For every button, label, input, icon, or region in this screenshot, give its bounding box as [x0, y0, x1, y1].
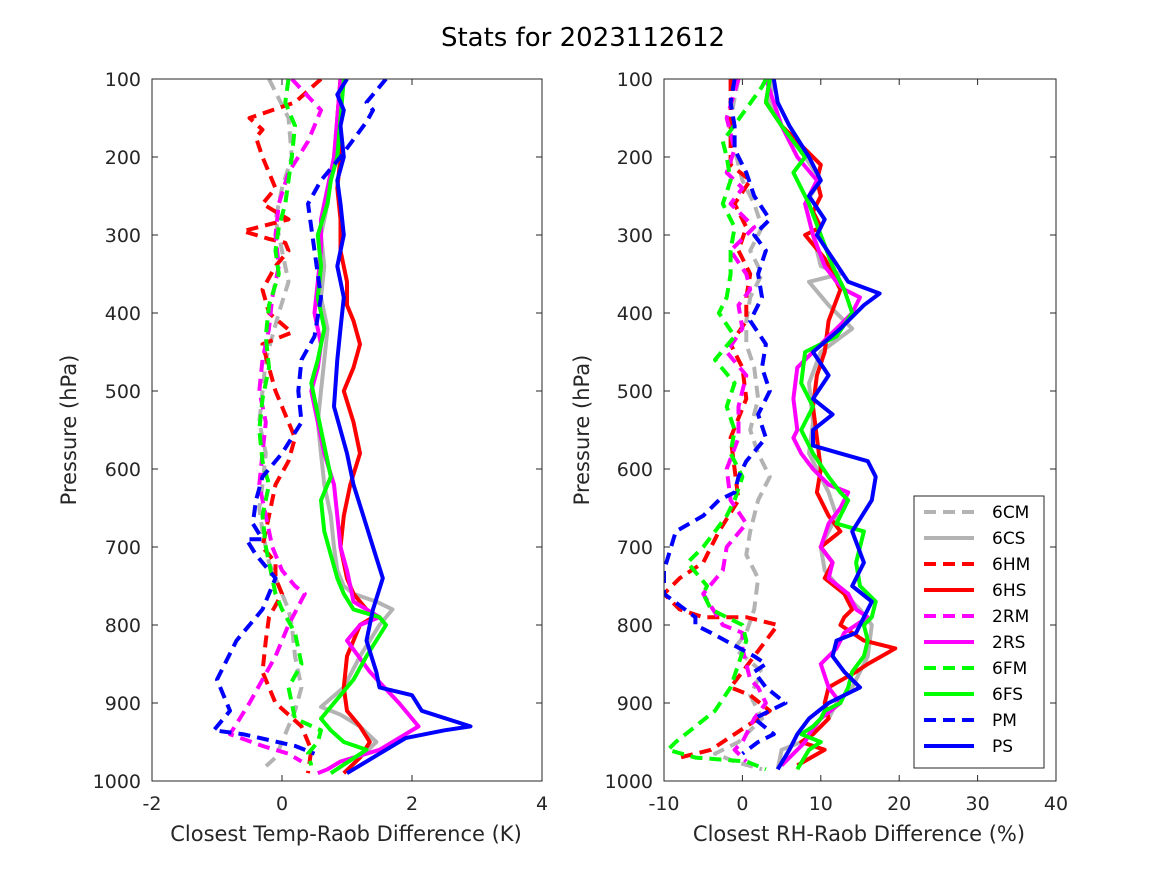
temperature-x-tick-label: -2: [143, 793, 162, 815]
temperature-x-tick-label: 0: [276, 793, 288, 815]
rh-y-tick-label: 200: [617, 147, 653, 169]
rh-axes-frame: [663, 78, 1057, 782]
temperature-y-tick-label: 600: [105, 459, 141, 481]
rh-x-tick-label: 40: [1044, 793, 1068, 815]
rh-panel: Closest RH-Raob Difference (%) Pressure …: [570, 69, 1068, 846]
rh-series-2rs: [764, 79, 870, 767]
rh-y-tick-label: 900: [617, 693, 653, 715]
legend-label-6cm: 6CM: [992, 503, 1029, 523]
rh-series-6fm: [665, 79, 768, 772]
rh-y-tick-label: 100: [617, 69, 653, 91]
temperature-y-tick-label: 100: [105, 69, 141, 91]
rh-y-tick-label: 300: [617, 225, 653, 247]
rh-x-tick-label: 30: [966, 793, 990, 815]
rh-series-pm: [664, 79, 788, 756]
temperature-axes-frame: [151, 78, 543, 782]
rh-series-ps: [771, 79, 882, 771]
rh-x-axis-label: Closest RH-Raob Difference (%): [693, 822, 1025, 846]
rh-x-tick-label: -10: [648, 793, 679, 815]
rh-y-tick-label: 1000: [605, 771, 653, 793]
temperature-series-6cm: [257, 79, 304, 771]
temperature-y-tick-label: 500: [105, 381, 141, 403]
temperature-x-axis-label: Closest Temp-Raob Difference (K): [170, 822, 522, 846]
rh-x-tick-label: 20: [887, 793, 911, 815]
temperature-y-tick-label: 200: [105, 147, 141, 169]
temperature-panel: Closest Temp-Raob Difference (K) Pressur…: [57, 69, 548, 846]
temperature-y-tick-label: 700: [105, 537, 141, 559]
legend-label-6hs: 6HS: [992, 581, 1026, 601]
rh-x-tick-label: 10: [809, 793, 833, 815]
temperature-y-tick-label: 800: [105, 615, 141, 637]
rh-y-tick-label: 800: [617, 615, 653, 637]
temperature-y-tick-label: 300: [105, 225, 141, 247]
rh-y-tick-label: 500: [617, 381, 653, 403]
temperature-y-axis-label: Pressure (hPa): [57, 355, 81, 506]
temperature-x-tick-label: 4: [536, 793, 548, 815]
temperature-x-tick-label: 2: [406, 793, 418, 815]
rh-x-tick-label: 0: [736, 793, 748, 815]
temperature-y-tick-label: 1000: [93, 771, 141, 793]
temperature-series-2rs: [309, 79, 421, 776]
temperature-series-ps: [332, 79, 473, 775]
legend-label-6cs: 6CS: [992, 529, 1025, 549]
rh-series-6hm: [664, 79, 780, 760]
temperature-series-6hs: [335, 79, 375, 775]
rh-y-tick-label: 400: [617, 303, 653, 325]
legend-label-ps: PS: [992, 737, 1013, 757]
legend-label-2rm: 2RM: [992, 607, 1029, 627]
rh-y-axis-label: Pressure (hPa): [570, 355, 594, 506]
legend-label-6fm: 6FM: [992, 659, 1027, 679]
legend: 6CM 6CS 6HM 6HS 2RM 2RS 6FM 6FS PM PS: [913, 495, 1045, 769]
temperature-y-tick-label: 400: [105, 303, 141, 325]
temperature-series-6hm: [241, 79, 323, 774]
legend-label-2rs: 2RS: [992, 633, 1025, 653]
legend-label-6fs: 6FS: [992, 685, 1023, 705]
legend-box: [913, 495, 1045, 769]
temperature-y-tick-label: 900: [105, 693, 141, 715]
temperature-series-6fs: [309, 79, 388, 775]
legend-label-6hm: 6HM: [992, 555, 1030, 575]
rh-y-tick-label: 700: [617, 537, 653, 559]
temperature-series-pm: [211, 79, 388, 756]
rh-series-2rm: [701, 79, 768, 763]
rh-y-tick-label: 600: [617, 459, 653, 481]
legend-label-pm: PM: [992, 711, 1017, 731]
figure-title: Stats for 2023112612: [441, 23, 725, 53]
